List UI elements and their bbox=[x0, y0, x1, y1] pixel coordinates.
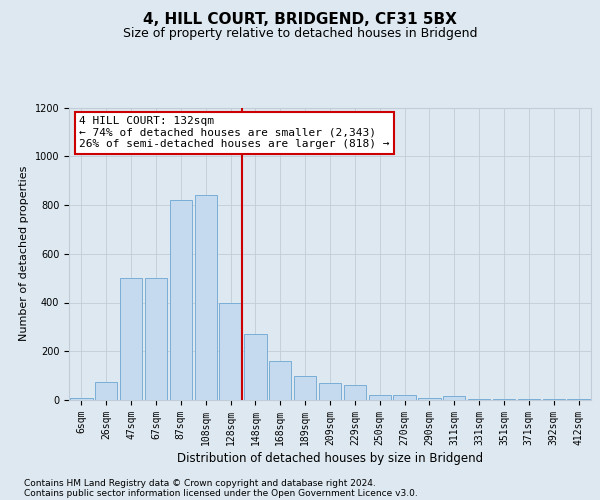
Bar bbox=[194, 195, 217, 400]
Bar bbox=[70, 398, 92, 400]
Bar bbox=[518, 399, 540, 400]
Bar bbox=[294, 376, 316, 400]
Bar bbox=[220, 302, 242, 400]
Bar bbox=[95, 382, 118, 400]
Bar bbox=[170, 200, 192, 400]
Text: Contains HM Land Registry data © Crown copyright and database right 2024.: Contains HM Land Registry data © Crown c… bbox=[24, 478, 376, 488]
Bar bbox=[394, 395, 416, 400]
Bar bbox=[120, 278, 142, 400]
Bar bbox=[269, 361, 292, 400]
Bar bbox=[145, 278, 167, 400]
Bar bbox=[244, 334, 266, 400]
Bar bbox=[344, 386, 366, 400]
Text: Contains public sector information licensed under the Open Government Licence v3: Contains public sector information licen… bbox=[24, 488, 418, 498]
Bar bbox=[568, 399, 590, 400]
Text: Size of property relative to detached houses in Bridgend: Size of property relative to detached ho… bbox=[123, 28, 477, 40]
Bar bbox=[493, 399, 515, 400]
Bar bbox=[418, 398, 440, 400]
X-axis label: Distribution of detached houses by size in Bridgend: Distribution of detached houses by size … bbox=[177, 452, 483, 465]
Bar bbox=[443, 396, 466, 400]
Text: 4 HILL COURT: 132sqm
← 74% of detached houses are smaller (2,343)
26% of semi-de: 4 HILL COURT: 132sqm ← 74% of detached h… bbox=[79, 116, 390, 150]
Bar bbox=[368, 395, 391, 400]
Text: 4, HILL COURT, BRIDGEND, CF31 5BX: 4, HILL COURT, BRIDGEND, CF31 5BX bbox=[143, 12, 457, 28]
Bar bbox=[468, 399, 490, 400]
Bar bbox=[319, 383, 341, 400]
Y-axis label: Number of detached properties: Number of detached properties bbox=[19, 166, 29, 342]
Bar bbox=[542, 399, 565, 400]
